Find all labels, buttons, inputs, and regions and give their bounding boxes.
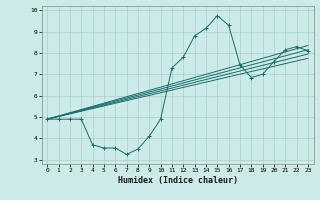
X-axis label: Humidex (Indice chaleur): Humidex (Indice chaleur)	[118, 176, 237, 185]
